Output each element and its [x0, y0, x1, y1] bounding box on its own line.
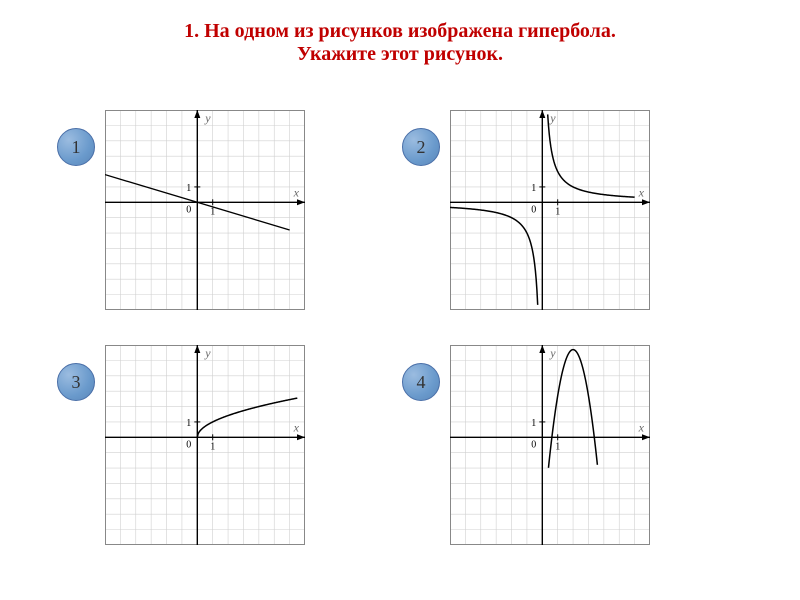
answer-badge[interactable]: 4	[402, 363, 440, 401]
answer-badge[interactable]: 2	[402, 128, 440, 166]
svg-text:x: x	[638, 420, 645, 434]
svg-text:y: y	[204, 111, 211, 125]
svg-text:y: y	[204, 346, 211, 360]
svg-text:x: x	[638, 185, 645, 199]
svg-text:1: 1	[210, 441, 215, 452]
plot-svg: 0 1 1 x y	[105, 345, 305, 545]
svg-text:0: 0	[186, 204, 191, 215]
svg-text:y: y	[549, 346, 556, 360]
plot-svg: 0 1 1 x y	[450, 345, 650, 545]
chart-panel: 011xy	[105, 110, 305, 310]
svg-text:y: y	[549, 111, 556, 125]
svg-text:1: 1	[186, 183, 191, 194]
svg-text:1: 1	[555, 441, 560, 452]
title-line-1: 1. На одном из рисунков изображена гипер…	[0, 20, 800, 43]
svg-text:0: 0	[531, 204, 536, 215]
plot-svg: 011xy	[105, 110, 305, 310]
svg-text:1: 1	[555, 206, 560, 217]
chart-panel: 0 1 1 x y	[105, 345, 305, 545]
plot-svg: 0 1 1 x y	[450, 110, 650, 310]
svg-text:1: 1	[531, 183, 536, 194]
question-title: 1. На одном из рисунков изображена гипер…	[0, 0, 800, 66]
chart-panel: 0 1 1 x y	[450, 110, 650, 310]
answer-badge[interactable]: 3	[57, 363, 95, 401]
svg-text:1: 1	[531, 418, 536, 429]
svg-text:0: 0	[186, 439, 191, 450]
title-line-2: Укажите этот рисунок.	[0, 43, 800, 66]
chart-panel: 0 1 1 x y	[450, 345, 650, 545]
svg-text:1: 1	[186, 418, 191, 429]
svg-text:x: x	[293, 420, 300, 434]
svg-text:x: x	[293, 185, 300, 199]
svg-text:0: 0	[531, 439, 536, 450]
answer-badge[interactable]: 1	[57, 128, 95, 166]
